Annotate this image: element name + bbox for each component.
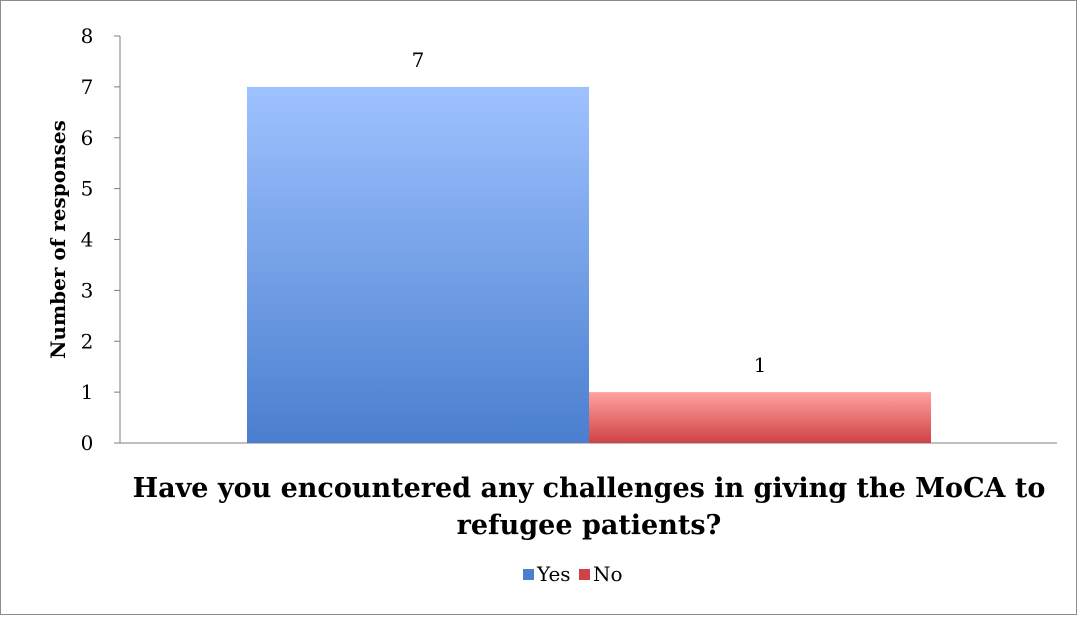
y-axis-title: Number of responses — [46, 120, 70, 359]
data-label-yes: 7 — [412, 48, 425, 72]
y-tick-label: 8 — [81, 24, 94, 48]
x-axis-title: Have you encountered any challenges in g… — [133, 473, 1046, 541]
y-tick-label: 6 — [81, 126, 94, 150]
y-tick-label: 3 — [81, 278, 94, 302]
legend-label-yes: Yes — [536, 562, 571, 586]
bar-no — [589, 392, 931, 443]
data-label-no: 1 — [754, 353, 767, 377]
y-tick-label: 0 — [81, 431, 94, 455]
legend-swatch-no — [579, 569, 590, 580]
y-tick-label: 1 — [81, 380, 94, 404]
y-tick-label: 5 — [81, 177, 94, 201]
y-tick-label: 2 — [81, 329, 94, 353]
legend-swatch-yes — [523, 569, 534, 580]
bar-yes — [247, 86, 589, 443]
y-tick-label: 4 — [81, 228, 94, 252]
y-tick-label: 7 — [81, 75, 94, 99]
legend-label-no: No — [593, 562, 623, 586]
